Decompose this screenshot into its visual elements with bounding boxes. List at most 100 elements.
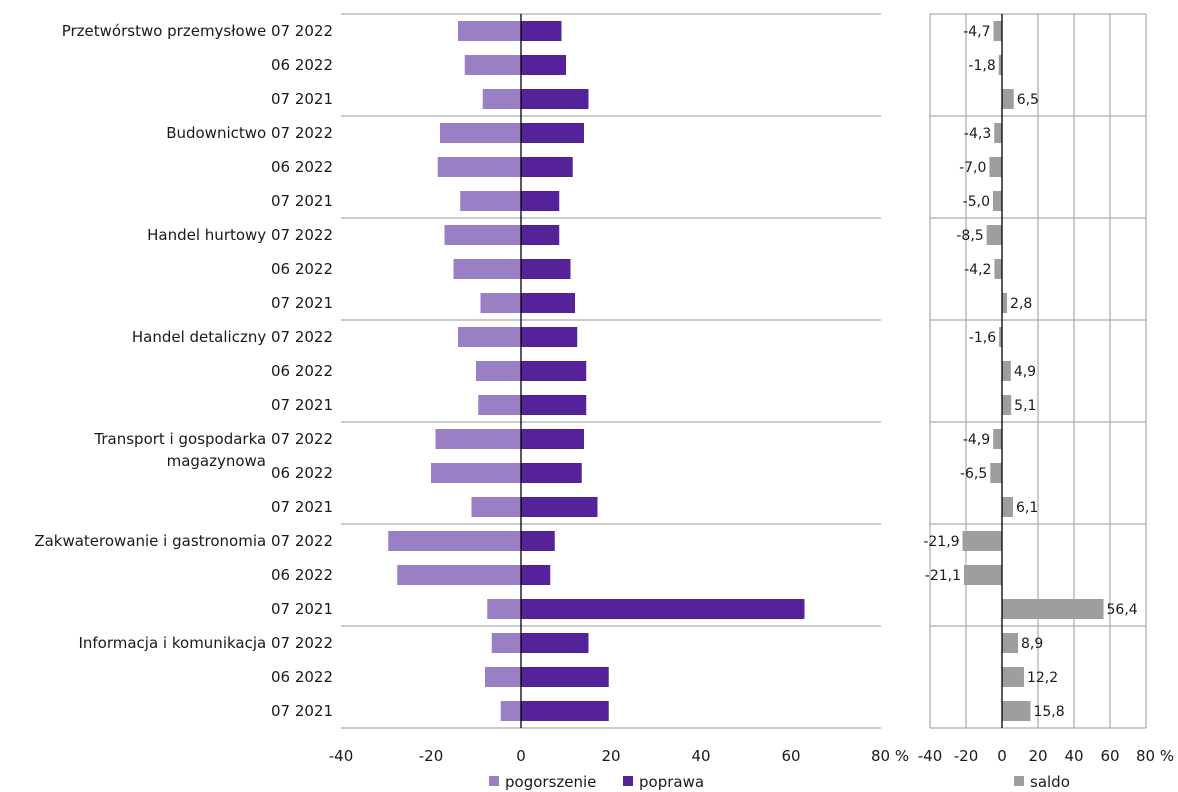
saldo-data-label: -4,2 (964, 262, 991, 278)
bar-pogorszenie (472, 497, 522, 517)
bar-poprawa (521, 191, 559, 211)
x-tick-label: -40 (329, 747, 354, 765)
bar-poprawa (521, 633, 589, 653)
x-tick-label: -20 (419, 747, 444, 765)
period-label: 07 2021 (271, 90, 333, 108)
bar-poprawa (521, 225, 559, 245)
bar-pogorszenie (458, 327, 521, 347)
legend-label-saldo: saldo (1030, 773, 1070, 791)
bar-pogorszenie (476, 361, 521, 381)
bar-pogorszenie (483, 89, 521, 109)
saldo-data-label: 6,1 (1016, 500, 1038, 516)
bar-poprawa (521, 497, 598, 517)
saldo-x-tick-label: 20 (1028, 747, 1047, 765)
group-period-label: Zakwaterowanie i gastronomia 07 2022 (34, 532, 333, 550)
saldo-data-label: -1,8 (968, 58, 995, 74)
saldo-data-label: -4,9 (963, 432, 990, 448)
saldo-data-label: 12,2 (1027, 670, 1058, 686)
bar-poprawa (521, 21, 562, 41)
saldo-x-tick-label: 60 (1100, 747, 1119, 765)
bar-pogorszenie (465, 55, 521, 75)
bar-saldo (993, 429, 1002, 449)
bar-poprawa (521, 89, 589, 109)
group-period-label: Informacja i komunikacja 07 2022 (78, 634, 333, 652)
bar-saldo (964, 565, 1002, 585)
saldo-data-label: 8,9 (1021, 636, 1043, 652)
bar-saldo (1002, 667, 1024, 687)
saldo-data-label: -7,0 (959, 160, 986, 176)
saldo-x-tick-label: 0 (997, 747, 1007, 765)
bar-poprawa (521, 565, 550, 585)
bar-saldo (1002, 395, 1011, 415)
period-label: 06 2022 (271, 260, 333, 278)
legend-label-pogorszenie: pogorszenie (505, 773, 596, 791)
bar-poprawa (521, 259, 571, 279)
bar-saldo (994, 123, 1002, 143)
bar-poprawa (521, 701, 609, 721)
saldo-data-label: -4,7 (963, 24, 990, 40)
bar-pogorszenie (458, 21, 521, 41)
bar-saldo (1002, 497, 1013, 517)
bar-saldo (994, 21, 1002, 41)
saldo-x-tick-label: 40 (1064, 747, 1083, 765)
group-period-label: Transport i gospodarka 07 2022 (93, 430, 333, 448)
saldo-data-label: 2,8 (1010, 296, 1032, 312)
bar-saldo (1002, 599, 1104, 619)
bar-poprawa (521, 157, 573, 177)
period-label: 07 2021 (271, 192, 333, 210)
legend-swatch-saldo (1014, 776, 1024, 786)
bar-pogorszenie (481, 293, 522, 313)
saldo-data-label: -6,5 (960, 466, 987, 482)
saldo-data-label: -21,1 (925, 568, 961, 584)
bar-poprawa (521, 123, 584, 143)
period-label: 06 2022 (271, 464, 333, 482)
bar-poprawa (521, 531, 555, 551)
bar-poprawa (521, 395, 586, 415)
bar-saldo (987, 225, 1002, 245)
group-name-continuation: magazynowa (167, 452, 266, 470)
bar-saldo (990, 463, 1002, 483)
group-period-label: Handel hurtowy 07 2022 (147, 226, 333, 244)
bar-saldo (1002, 293, 1007, 313)
period-label: 07 2021 (271, 294, 333, 312)
bar-pogorszenie (485, 667, 521, 687)
bar-pogorszenie (388, 531, 521, 551)
saldo-x-tick-label: 80 % (1136, 747, 1174, 765)
bar-pogorszenie (478, 395, 521, 415)
period-label: 06 2022 (271, 56, 333, 74)
saldo-data-label: -4,3 (964, 126, 991, 142)
saldo-data-label: 5,1 (1014, 398, 1036, 414)
bar-saldo (1002, 633, 1018, 653)
bar-pogorszenie (436, 429, 522, 449)
bar-saldo (1002, 701, 1030, 721)
saldo-data-label: 15,8 (1033, 704, 1064, 720)
saldo-x-tick-label: -40 (918, 747, 943, 765)
bar-pogorszenie (454, 259, 522, 279)
bar-pogorszenie (492, 633, 521, 653)
bar-pogorszenie (440, 123, 521, 143)
period-label: 07 2021 (271, 600, 333, 618)
saldo-data-label: -1,6 (969, 330, 996, 346)
bar-pogorszenie (460, 191, 521, 211)
saldo-x-tick-label: -20 (954, 747, 979, 765)
bar-poprawa (521, 463, 582, 483)
x-tick-label: 0 (516, 747, 526, 765)
legend-label-poprawa: poprawa (639, 773, 704, 791)
bar-saldo (994, 259, 1002, 279)
period-label: 06 2022 (271, 362, 333, 380)
bar-saldo (963, 531, 1002, 551)
bar-saldo (1002, 89, 1014, 109)
period-label: 07 2021 (271, 498, 333, 516)
bar-pogorszenie (445, 225, 522, 245)
x-tick-label: 40 (691, 747, 710, 765)
group-period-label: Handel detaliczny 07 2022 (132, 328, 333, 346)
period-label: 07 2021 (271, 396, 333, 414)
bar-pogorszenie (397, 565, 521, 585)
bar-saldo (993, 191, 1002, 211)
bar-saldo (1002, 361, 1011, 381)
bar-pogorszenie (431, 463, 521, 483)
bar-poprawa (521, 361, 586, 381)
period-label: 06 2022 (271, 566, 333, 584)
